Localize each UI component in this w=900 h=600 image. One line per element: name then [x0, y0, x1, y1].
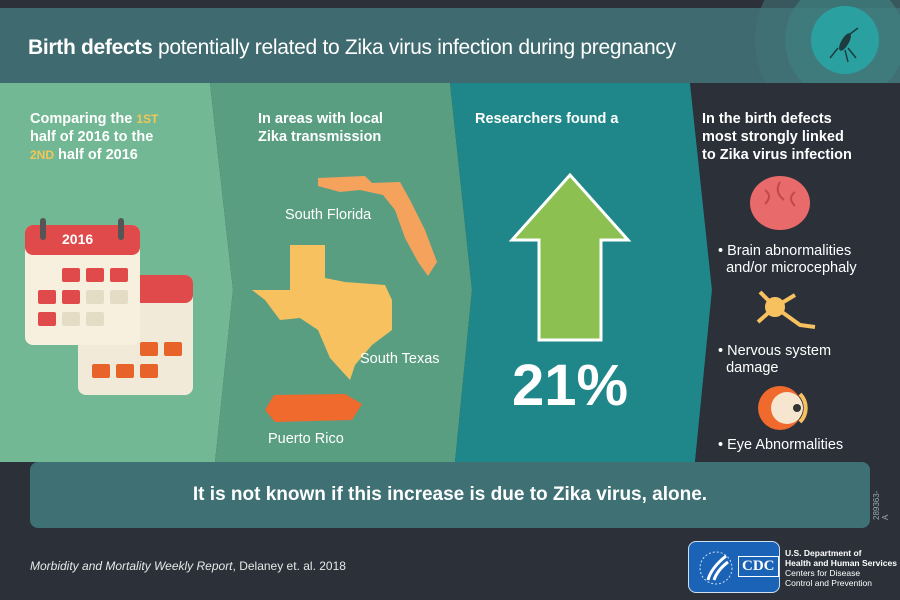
calendar-year: 2016	[62, 231, 94, 247]
eye-icon	[758, 386, 808, 430]
header-band	[0, 8, 900, 83]
organization-name: U.S. Department of Health and Human Servi…	[785, 548, 897, 588]
panel-2-heading: In areas with local Zika transmission	[258, 111, 383, 145]
region-label: South Florida	[285, 207, 372, 223]
panel-2	[210, 83, 472, 462]
panel-1-heading: Comparing the 1ST half of 2016 to the 2N…	[30, 111, 159, 163]
disclaimer-banner: It is not known if this increase is due …	[30, 462, 870, 528]
page-title: Birth defects potentially related to Zik…	[28, 36, 676, 59]
panel-4-heading: In the birth defects most strongly linked…	[702, 111, 852, 163]
puerto-rico-map	[265, 394, 362, 422]
region-label: Puerto Rico	[268, 431, 344, 447]
texas-map	[252, 245, 392, 380]
defect-item: • Eye Abnormalities	[718, 437, 844, 453]
defect-item: • Nervous system damage	[718, 343, 832, 376]
panel-3-heading: Researchers found a	[475, 111, 619, 127]
neuron-icon	[756, 290, 816, 329]
calendar-front-icon	[25, 218, 140, 345]
arrow-up-icon	[508, 172, 632, 342]
document-code: 289363-A	[872, 490, 890, 520]
citation: Morbidity and Mortality Weekly Report, D…	[30, 559, 346, 573]
region-label: South Texas	[360, 351, 440, 367]
brain-icon	[750, 176, 810, 230]
hhs-logo	[688, 541, 780, 593]
percent-value: 21%	[512, 353, 629, 418]
hhs-eagle-icon	[699, 551, 733, 585]
florida-map	[318, 176, 437, 276]
cdc-logo: CDC	[738, 556, 779, 577]
mosquito-icon	[829, 27, 859, 63]
defect-item: • Brain abnormalities and/or microcephal…	[718, 243, 857, 276]
panel-4	[690, 83, 900, 462]
